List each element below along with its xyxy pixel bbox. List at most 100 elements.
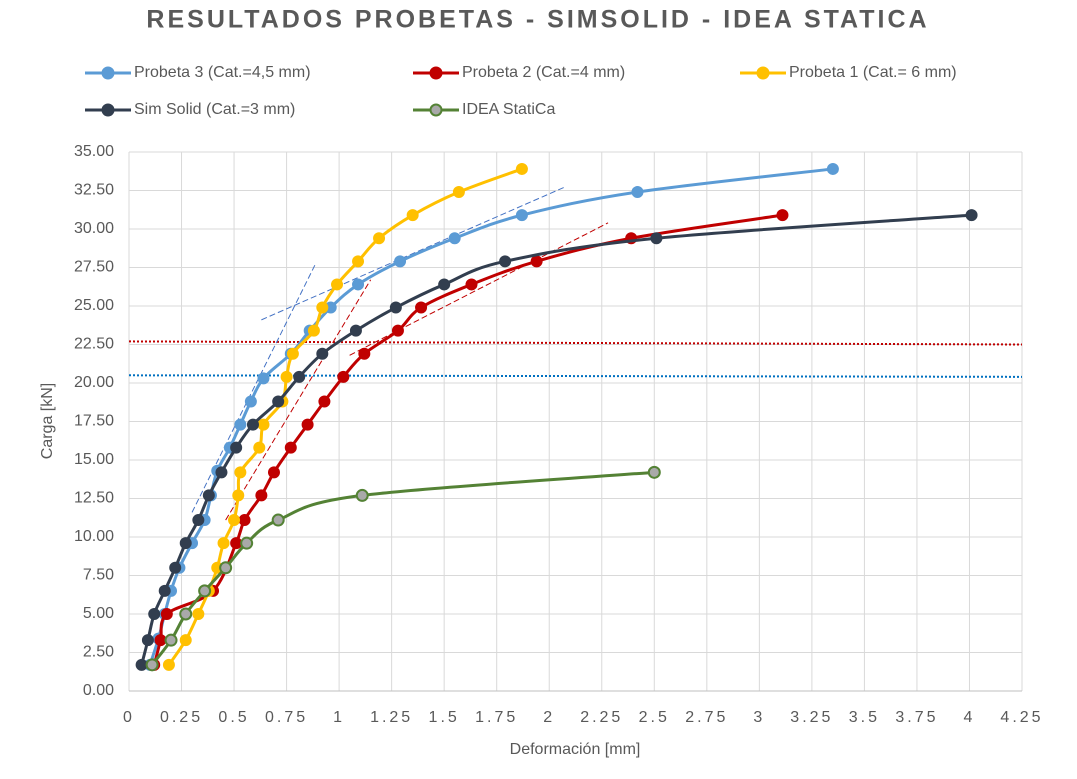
data-point (631, 186, 644, 199)
reference-line (128, 374, 1023, 378)
data-point (406, 209, 419, 222)
data-point (179, 537, 192, 550)
data-point (515, 209, 528, 222)
data-point (650, 232, 663, 245)
x-tick-label: 2.5 (639, 709, 670, 726)
legend-label: Probeta 2 (Cat.=4 mm) (462, 64, 625, 81)
data-point (244, 395, 257, 408)
y-tick-label: 15.00 (74, 451, 114, 468)
data-point (349, 324, 362, 337)
x-tick-label: 1.25 (370, 709, 413, 726)
y-tick-label: 12.50 (74, 490, 114, 507)
data-point (232, 489, 245, 502)
y-tick-label: 5.00 (83, 605, 114, 622)
data-point (776, 209, 789, 222)
data-point (215, 466, 228, 479)
data-point (352, 278, 365, 291)
x-tick-label: 3.75 (895, 709, 938, 726)
x-tick-label: 3.25 (790, 709, 833, 726)
data-point (192, 514, 205, 527)
y-tick-label: 10.00 (74, 528, 114, 545)
x-tick-label: 3 (753, 709, 765, 726)
data-point (826, 162, 839, 175)
data-point (448, 232, 461, 245)
data-point (246, 418, 259, 431)
data-point (234, 418, 247, 431)
data-point (257, 418, 270, 431)
data-point (301, 418, 314, 431)
series-line (150, 470, 655, 666)
legend-marker (101, 103, 115, 117)
data-point (253, 441, 266, 454)
data-point (316, 347, 329, 360)
data-point (293, 370, 306, 383)
data-point (240, 536, 254, 550)
legend-label: Probeta 3 (Cat.=4,5 mm) (134, 64, 311, 81)
x-axis-title: Deformación [mm] (510, 741, 641, 758)
data-point (148, 608, 161, 620)
data-point (530, 255, 543, 268)
data-point (192, 608, 205, 620)
y-tick-label: 20.00 (74, 374, 114, 391)
y-axis-title: Carga [kN] (39, 383, 56, 459)
x-tick-label: 0.5 (218, 709, 249, 726)
data-point (391, 324, 404, 337)
legend-marker (429, 103, 443, 117)
data-point (318, 395, 331, 408)
data-point (238, 514, 251, 527)
data-point (389, 301, 402, 314)
data-point (352, 255, 365, 268)
y-tick-label: 22.50 (74, 336, 114, 353)
y-tick-label: 0.00 (83, 682, 114, 699)
data-point (135, 658, 148, 671)
data-point (355, 488, 369, 502)
data-point (202, 489, 215, 502)
data-point (394, 255, 407, 268)
data-point (337, 370, 350, 383)
data-point (160, 608, 173, 620)
data-point (228, 514, 241, 527)
y-tick-label: 30.00 (74, 220, 114, 237)
data-point (145, 658, 159, 672)
x-tick-label: 0.75 (265, 709, 308, 726)
data-point (465, 278, 478, 291)
data-point (452, 186, 465, 199)
data-point (267, 466, 280, 479)
y-tick-label: 32.50 (74, 182, 114, 199)
x-tick-label: 3.5 (849, 709, 880, 726)
data-point (255, 489, 268, 502)
data-point (217, 537, 230, 550)
x-tick-label: 1.75 (475, 709, 518, 726)
data-point (515, 162, 528, 175)
data-point (647, 465, 661, 479)
data-point (307, 324, 320, 337)
y-tick-label: 2.50 (83, 644, 114, 661)
data-point (198, 584, 212, 598)
data-point (358, 347, 371, 360)
data-point (316, 301, 329, 314)
legend-marker (429, 66, 443, 80)
data-point (141, 634, 154, 647)
data-point (286, 347, 299, 360)
data-point (169, 561, 182, 574)
legend-marker (756, 66, 770, 80)
data-point (179, 634, 192, 647)
data-point (965, 209, 978, 222)
data-point (154, 634, 167, 647)
legend-label: Probeta 1 (Cat.= 6 mm) (789, 64, 957, 81)
data-point (415, 301, 428, 314)
data-point (164, 633, 178, 647)
y-tick-label: 7.50 (83, 567, 114, 584)
x-tick-label: 4.25 (1000, 709, 1043, 726)
data-point (284, 441, 297, 454)
y-tick-label: 25.00 (74, 297, 114, 314)
data-point (331, 278, 344, 291)
y-tick-label: 17.50 (74, 413, 114, 430)
data-point (373, 232, 386, 245)
y-tick-label: 35.00 (74, 143, 114, 160)
chart-title: RESULTADOS PROBETAS - SIMSOLID - IDEA ST… (146, 6, 929, 34)
data-point (257, 372, 270, 385)
x-tick-label: 1.5 (429, 709, 460, 726)
data-point (271, 513, 285, 527)
